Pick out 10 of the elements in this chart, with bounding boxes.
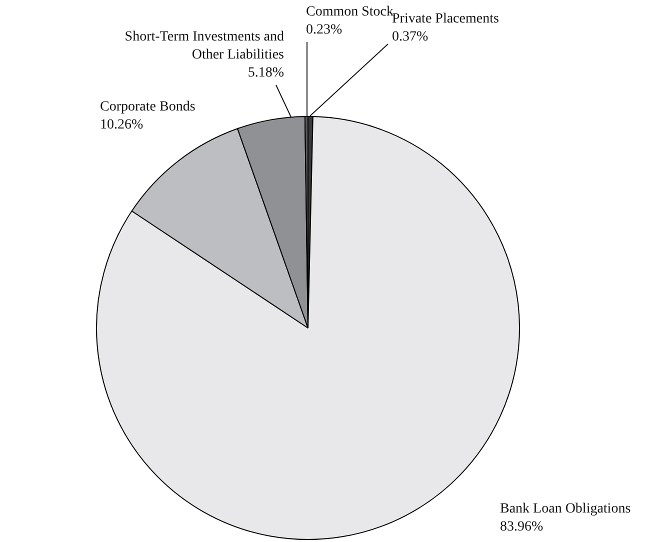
data-label: 83.96%	[500, 520, 544, 535]
data-label: 5.18%	[248, 66, 284, 81]
slice-label: Private Placements	[392, 12, 499, 27]
slice-label: Common Stock	[306, 4, 394, 20]
slice-label: Bank Loan Obligations	[500, 502, 631, 517]
slice-label: Short-Term Investments and Other Liabilities	[124, 30, 284, 63]
data-label: 0.23%	[306, 22, 342, 38]
data-label: 10.26%	[100, 118, 144, 133]
slice-label: Corporate Bonds	[100, 100, 196, 115]
data-label: 0.37%	[392, 30, 428, 45]
